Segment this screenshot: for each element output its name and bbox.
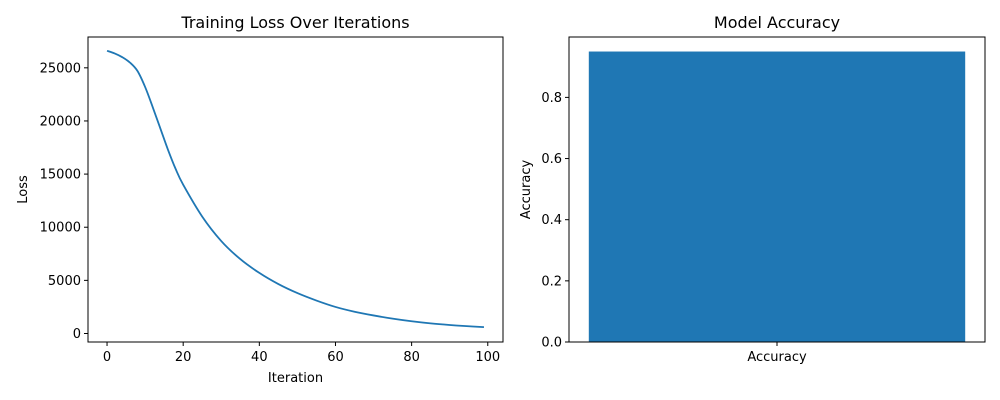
accuracy-bars [588, 51, 966, 343]
accuracy-y-tick-label: 0.4 [541, 213, 562, 228]
loss-x-tick-label: 60 [327, 350, 344, 365]
accuracy-chart: Model Accuracy Accuracy 0.00.20.40.60.8 … [519, 13, 986, 365]
loss-x-tick-label: 20 [175, 350, 192, 365]
accuracy-bar [588, 51, 966, 343]
accuracy-chart-ylabel: Accuracy [519, 160, 534, 220]
loss-y-tick-label: 20000 [40, 114, 81, 129]
accuracy-chart-frame [568, 36, 986, 343]
loss-x-tick-label: 80 [403, 350, 420, 365]
loss-y-tick-label: 5000 [48, 274, 81, 289]
loss-chart-title: Training Loss Over Iterations [180, 13, 409, 32]
loss-y-tick-label: 10000 [40, 221, 81, 236]
loss-y-tick-label: 15000 [40, 168, 81, 183]
accuracy-chart-y-ticks: 0.0 0.2 0.4 0.6 0.8 [541, 91, 569, 351]
loss-chart-frame [87, 36, 504, 343]
loss-series-line [106, 49, 485, 329]
loss-chart-x-ticks: 0 20 40 60 80 100 [103, 342, 500, 365]
accuracy-x-tick-label: Accuracy [747, 350, 807, 365]
accuracy-chart-title: Model Accuracy [714, 13, 840, 32]
accuracy-y-tick-label: 0.0 [541, 336, 562, 351]
loss-x-tick-label: 0 [103, 350, 111, 365]
loss-y-tick-label: 25000 [40, 61, 81, 76]
loss-chart-xlabel: Iteration [268, 371, 323, 386]
loss-y-tick-label: 0 [73, 327, 81, 342]
loss-chart-ylabel: Loss [16, 175, 31, 204]
loss-chart-y-ticks: 0 5000 10000 15000 20000 25000 [40, 61, 88, 342]
accuracy-y-tick-label: 0.2 [541, 274, 562, 289]
accuracy-y-tick-label: 0.8 [541, 91, 562, 106]
accuracy-chart-x-ticks: Accuracy [747, 342, 807, 365]
loss-x-tick-label: 100 [475, 350, 500, 365]
loss-chart: Training Loss Over Iterations Iteration … [16, 13, 504, 386]
accuracy-y-tick-label: 0.6 [541, 152, 562, 167]
loss-x-tick-label: 40 [251, 350, 268, 365]
